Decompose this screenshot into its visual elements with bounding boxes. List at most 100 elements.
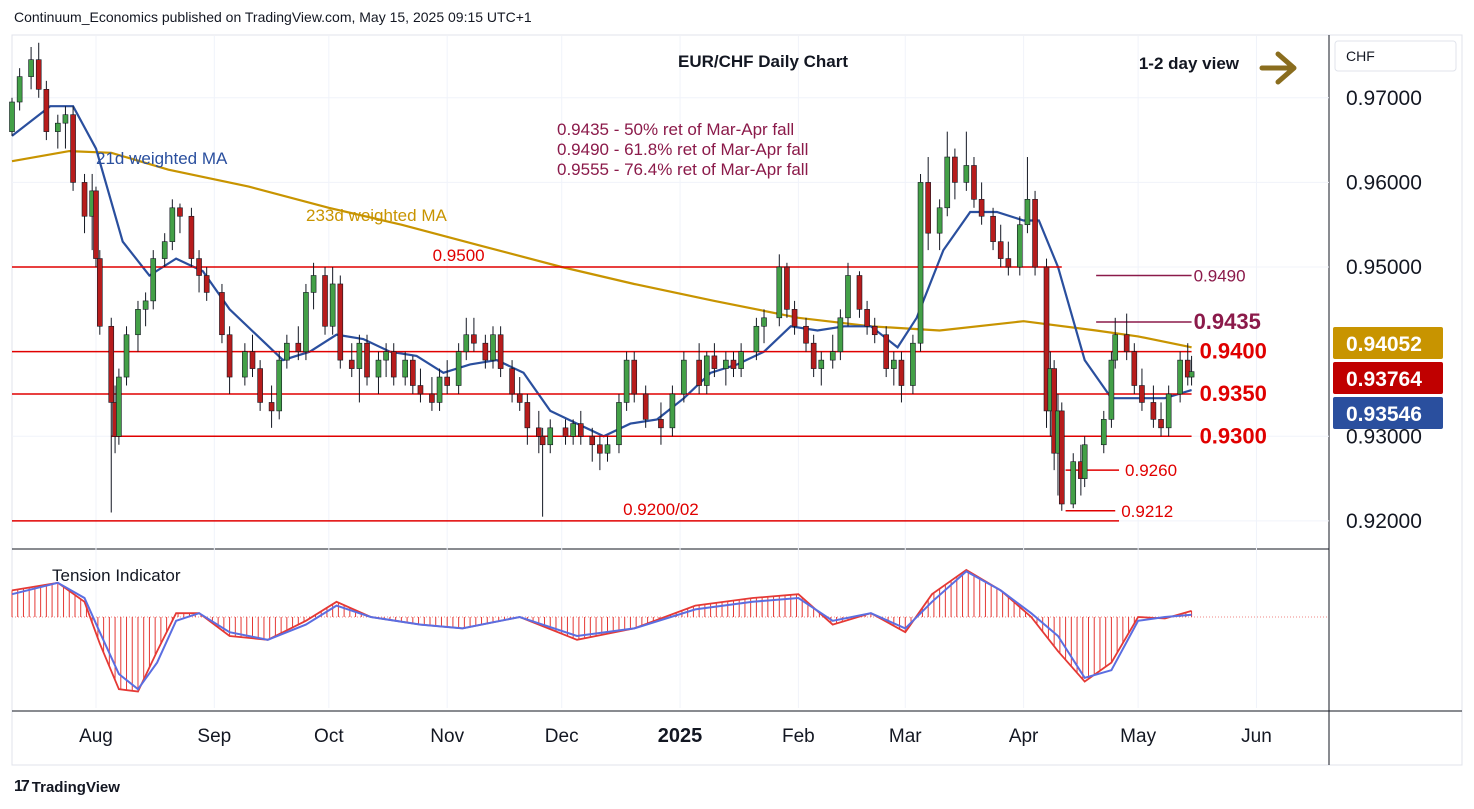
price-tag <box>1333 327 1443 359</box>
candle-body <box>1108 359 1115 420</box>
candle-body <box>917 182 924 344</box>
candle-body <box>1139 385 1145 403</box>
y-tick-label: 0.92000 <box>1346 510 1422 533</box>
candle-body <box>444 376 450 386</box>
x-tick-label: Oct <box>314 726 344 747</box>
candle-body <box>429 393 435 403</box>
candle-body <box>711 355 718 369</box>
x-tick-label: Nov <box>430 726 464 747</box>
x-tick-label: Feb <box>782 726 815 747</box>
level-label: 0.9435 <box>1194 309 1261 334</box>
price-tag <box>1333 397 1443 429</box>
candle-body <box>837 317 844 352</box>
currency-box[interactable] <box>1334 40 1457 72</box>
candle-body <box>123 334 130 378</box>
candles-layer <box>9 42 1195 517</box>
candle-body <box>196 258 202 276</box>
candle-body <box>810 342 817 369</box>
candle-body <box>1081 444 1088 479</box>
candle-body <box>1188 371 1195 378</box>
candle-body <box>1058 410 1065 505</box>
candle-body <box>631 359 638 395</box>
candle-body <box>696 359 702 386</box>
candle-body <box>16 76 23 103</box>
chart-title: EUR/CHF Daily Chart <box>678 52 848 71</box>
candle-body <box>81 182 88 217</box>
level-label: 0.9200/02 <box>623 500 699 519</box>
candle-body <box>604 444 611 454</box>
level-label: 0.9300 <box>1200 423 1267 448</box>
x-tick-label: Sep <box>197 726 231 747</box>
chart-frame <box>11 34 1463 766</box>
candle-body <box>348 359 355 369</box>
candle-body <box>226 334 233 378</box>
candle-body <box>753 325 760 352</box>
candle-body <box>1131 351 1138 386</box>
candle-body <box>845 275 851 319</box>
x-tick-label: Apr <box>1009 726 1039 747</box>
candle-body <box>1158 419 1164 429</box>
candle-body <box>242 351 248 378</box>
candle-body <box>829 351 836 361</box>
candle-body <box>337 283 344 361</box>
candle-body <box>971 165 977 200</box>
candle-body <box>535 427 542 437</box>
tradingview-brand: TradingView <box>31 778 120 796</box>
candle-body <box>310 275 317 293</box>
x-tick-label: Mar <box>889 726 922 747</box>
candle-body <box>295 342 302 352</box>
y-tick-label: 0.95000 <box>1346 256 1422 279</box>
candle-body <box>524 402 531 429</box>
ma233-layer <box>11 149 1192 349</box>
candle-body <box>963 165 970 183</box>
candle-body <box>978 199 985 217</box>
candle-body <box>482 342 489 361</box>
levels-layer: 0.9500 0.9400 0.9350 0.9300 0.9260 0.9212 0.92… <box>12 246 1267 522</box>
candle-body <box>997 241 1004 259</box>
candle-body <box>936 207 943 234</box>
candle-body <box>35 59 42 90</box>
candle-body <box>925 182 931 234</box>
x-tick-label: Aug <box>79 726 113 747</box>
candle-body <box>803 325 809 344</box>
candle-body <box>9 101 15 132</box>
candle-body <box>28 59 34 77</box>
candle-body <box>616 402 622 446</box>
ma233-line <box>11 149 1192 349</box>
candle-body <box>219 292 225 336</box>
candle-body <box>776 266 783 319</box>
candle-body <box>509 368 515 395</box>
ma21-label: 21d weighted MA <box>96 149 228 168</box>
ma233-label: 233d weighted MA <box>306 206 447 225</box>
right-arrow-icon <box>1259 51 1297 85</box>
fib-annotation-50: 0.9435 - 50% ret of Mar-Apr fall <box>557 120 794 139</box>
candle-body <box>864 309 870 327</box>
candle-body <box>952 156 958 183</box>
tension-indicator-label: Tension Indicator <box>52 566 181 585</box>
tension-line <box>11 570 1192 691</box>
candle-body <box>364 342 370 378</box>
fib-annotation-618: 0.9490 - 61.8% ret of Mar-Apr fall <box>557 140 808 159</box>
candle-body <box>55 122 61 132</box>
tradingview-logo[interactable]: 17 TradingView <box>14 778 120 796</box>
candle-body <box>516 393 523 403</box>
x-tick-label: 2025 <box>658 725 703 747</box>
price-tag-label: 0.94052 <box>1346 333 1422 356</box>
candle-body <box>161 241 168 259</box>
candle-body <box>417 385 424 395</box>
candle-body <box>547 427 554 446</box>
candle-body <box>539 435 546 446</box>
candle-body <box>490 334 496 361</box>
candle-body <box>257 368 263 403</box>
candle-body <box>1112 334 1119 361</box>
candle-body <box>463 334 470 352</box>
candle-body <box>108 325 115 403</box>
candle-body <box>1150 402 1157 420</box>
candle-body <box>681 359 687 395</box>
candle-body <box>730 359 737 369</box>
candle-body <box>150 258 157 302</box>
candle-body <box>284 342 290 361</box>
candle-body <box>303 292 309 352</box>
candle-body <box>188 215 195 259</box>
